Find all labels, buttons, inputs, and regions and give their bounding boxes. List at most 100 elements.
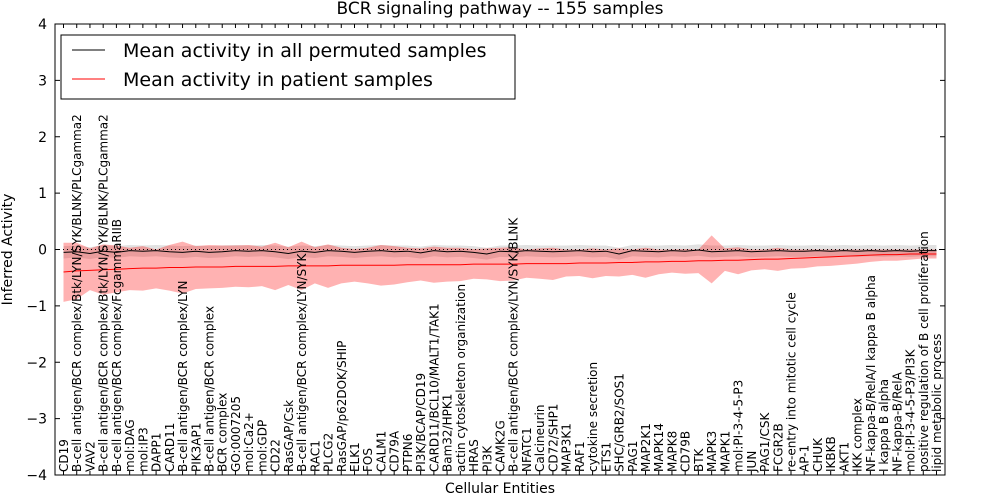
x-tick-label-66: lipid metabolic process (930, 334, 944, 472)
y-tick-label-2: −2 (26, 355, 47, 371)
series-1-point-56 (804, 257, 805, 258)
series-0-point-45 (658, 251, 659, 252)
x-tick-label-65: positive regulation of B cell proliferat… (917, 231, 931, 472)
series-1-point-15 (261, 266, 262, 267)
x-tick-label-18: B-cell antigen/BCR complex/LYN/SYK (295, 252, 309, 472)
series-1-point-66 (936, 253, 937, 254)
series-1-point-5 (129, 268, 130, 269)
series-0-point-17 (288, 253, 289, 254)
series-1-point-42 (618, 262, 619, 263)
series-1-point-20 (327, 265, 328, 266)
y-tick-label-4: 0 (38, 243, 47, 259)
series-1-point-25 (394, 265, 395, 266)
x-tick-label-45: MAPK14 (652, 423, 666, 472)
x-tick-label-30: actin cytoskeleton organization (454, 284, 468, 472)
x-tick-label-36: Calcineurin (533, 405, 547, 472)
series-0-point-30 (460, 251, 461, 252)
series-0-point-60 (857, 251, 858, 252)
x-tick-label-64: mol:PI-3-4-5-P3/PI3K (904, 348, 918, 472)
y-tick-label-6: 2 (38, 130, 47, 146)
series-line-0 (63, 249, 937, 255)
series-1-point-57 (817, 257, 818, 258)
x-tick-label-53: PAG1/CSK (758, 412, 772, 472)
series-0-point-26 (407, 251, 408, 252)
series-0-point-19 (314, 252, 315, 253)
series-0-point-25 (394, 251, 395, 252)
series-0-point-63 (896, 250, 897, 251)
series-1-point-53 (764, 258, 765, 259)
series-1-point-38 (566, 263, 567, 264)
x-tick-label-24: CALM1 (374, 431, 388, 472)
x-tick-label-8: CARD11 (163, 423, 177, 472)
x-tick-label-43: PAG1 (626, 441, 640, 472)
series-0-point-0 (63, 252, 64, 253)
x-tick-label-39: RAF1 (573, 441, 587, 472)
series-0-point-31 (473, 252, 474, 253)
series-1-point-9 (182, 267, 183, 268)
x-tick-label-63: NF-kappa-B/RelA (890, 371, 904, 472)
x-tick-label-58: IKBKB (824, 436, 838, 472)
series-0-point-55 (790, 251, 791, 252)
legend-label-1: Mean activity in patient samples (123, 69, 433, 91)
series-1-point-52 (751, 259, 752, 260)
x-tick-label-56: AP-1 (798, 445, 812, 472)
series-0-point-42 (618, 253, 619, 254)
y-tick-label-7: 3 (38, 73, 47, 89)
series-0-point-38 (566, 251, 567, 252)
y-tick-label-5: 1 (38, 186, 47, 202)
series-1-point-35 (526, 263, 527, 264)
series-1-point-44 (645, 261, 646, 262)
series-1-point-36 (539, 263, 540, 264)
series-1-point-17 (288, 265, 289, 266)
series-band-0 (63, 244, 937, 260)
chart-title: BCR signaling pathway -- 155 samples (336, 0, 663, 19)
series-0-point-36 (539, 251, 540, 252)
series-1-point-19 (314, 265, 315, 266)
x-tick-label-55: re-entry into mitotic cell cycle (785, 292, 799, 472)
x-tick-label-21: RasGAP/p62DOK/SHIP (335, 341, 349, 472)
series-0-point-61 (870, 250, 871, 251)
y-tick-label-0: −4 (26, 468, 47, 484)
x-tick-label-12: BCR complex (216, 393, 230, 472)
series-1-point-62 (883, 254, 884, 255)
series-0-point-48 (698, 249, 699, 250)
x-tick-label-16: CD22 (269, 439, 283, 472)
x-tick-label-7: DAPP1 (150, 433, 164, 472)
y-tick-label-1: −3 (26, 412, 47, 428)
series-0-point-43 (632, 250, 633, 251)
series-0-point-20 (327, 250, 328, 251)
x-tick-label-9: B-cell antigen/BCR complex/LYN (176, 280, 190, 472)
series-1-point-60 (857, 255, 858, 256)
series-0-point-2 (89, 253, 90, 254)
y-tick-label-8: 4 (38, 17, 47, 33)
x-tick-label-20: PLCG2 (322, 433, 336, 472)
series-1-point-46 (671, 261, 672, 262)
x-tick-label-40: cytokine secretion (586, 362, 600, 472)
series-1-point-12 (222, 266, 223, 267)
x-tick-label-32: PI3K (480, 445, 494, 472)
series-1-point-43 (632, 262, 633, 263)
series-0-point-62 (883, 251, 884, 252)
x-tick-label-57: CHUK (811, 437, 825, 472)
x-tick-label-37: CD72/SHP1 (546, 404, 560, 472)
series-1-point-50 (724, 260, 725, 261)
series-1-point-29 (446, 264, 447, 265)
series-0-point-56 (804, 251, 805, 252)
x-tick-label-47: CD79B (679, 431, 693, 472)
x-axis-label: Cellular Entities (445, 481, 555, 497)
series-1-point-37 (552, 263, 553, 264)
x-tick-label-22: ELK1 (348, 442, 362, 472)
series-1-point-41 (605, 262, 606, 263)
x-tick-label-34: B-cell antigen/BCR complex/LYN/SYK/BLNK (507, 217, 521, 472)
series-0-point-33 (499, 251, 500, 252)
series-1-point-54 (777, 258, 778, 259)
x-tick-label-60: IKK complex (851, 398, 865, 472)
series-0-point-57 (817, 250, 818, 251)
series-0-point-9 (182, 252, 183, 253)
series-1-point-10 (195, 266, 196, 267)
series-0-point-24 (380, 250, 381, 251)
x-tick-label-25: CD79A (388, 430, 402, 472)
legend-label-0: Mean activity in all permuted samples (123, 40, 486, 62)
series-1-point-2 (89, 270, 90, 271)
